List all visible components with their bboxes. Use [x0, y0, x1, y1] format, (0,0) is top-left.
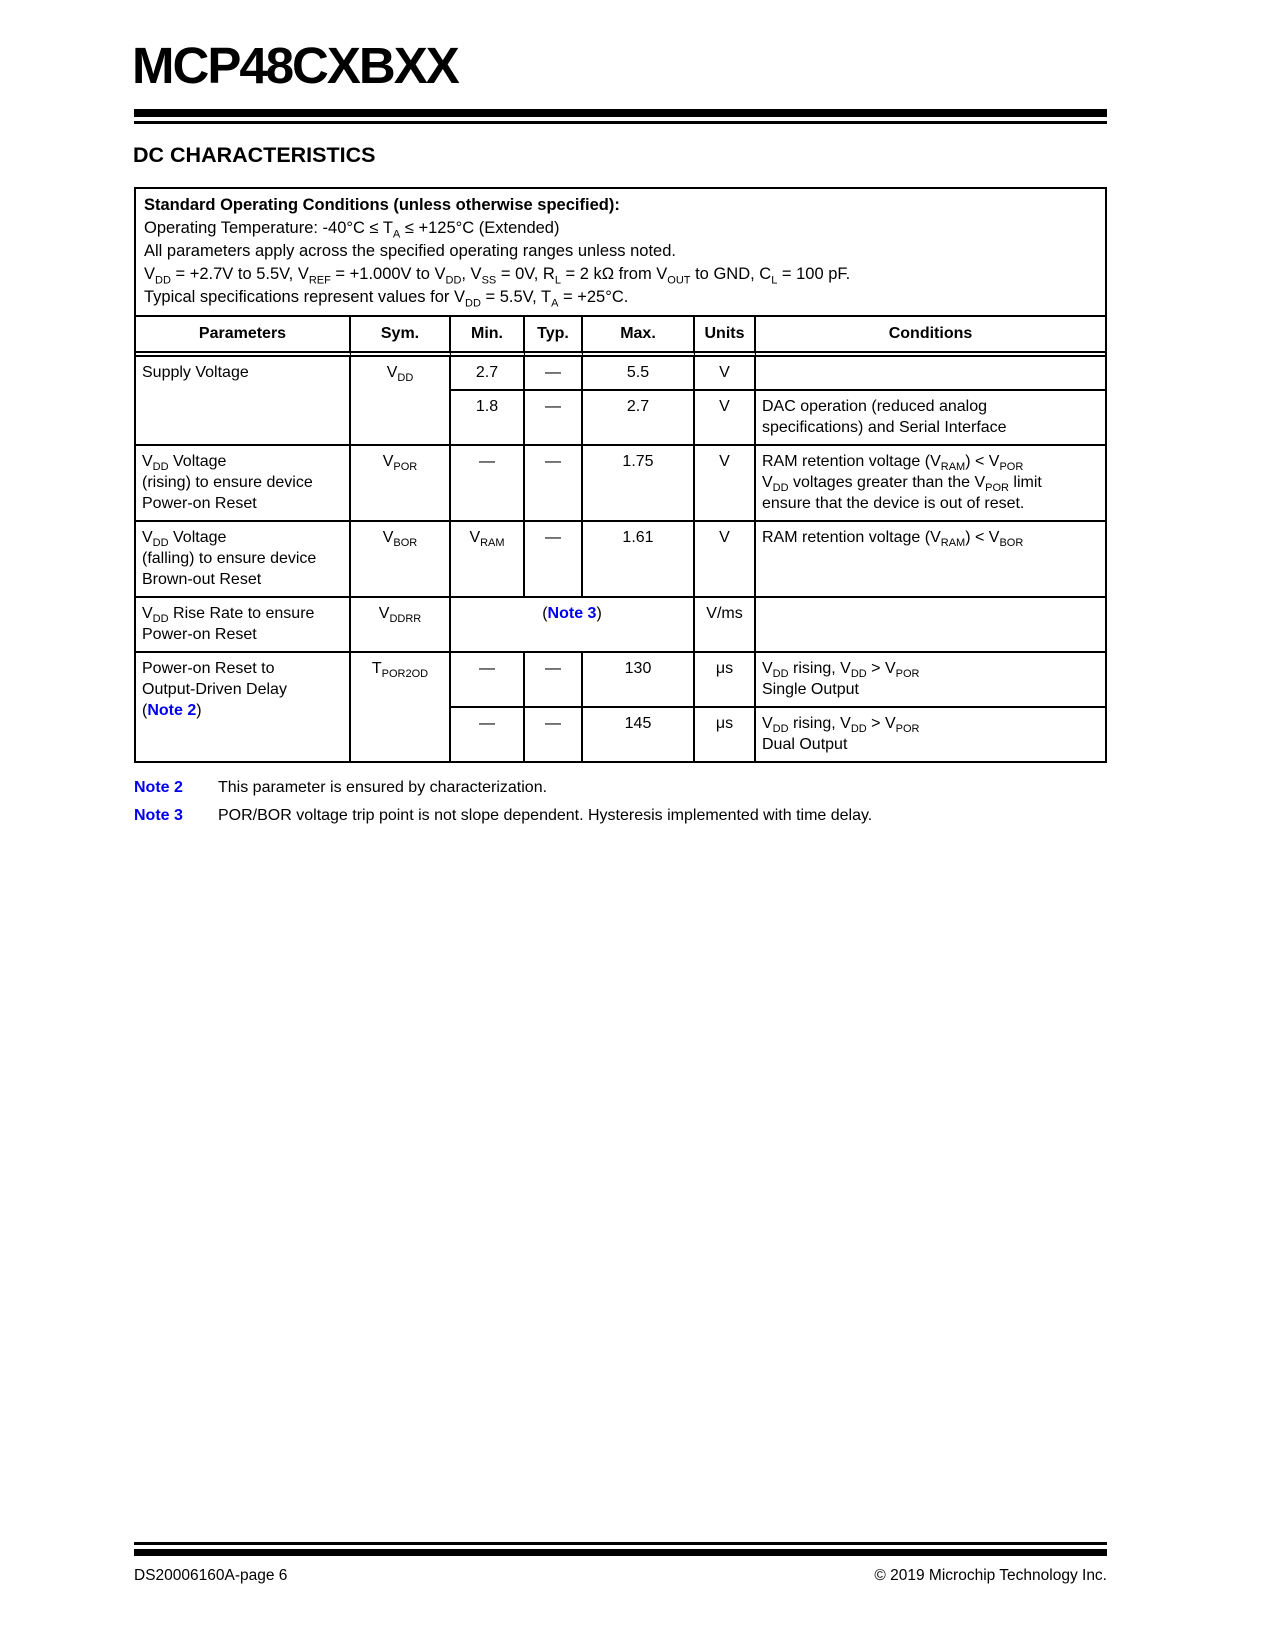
- cell-vbor-sym: VBOR: [351, 522, 451, 598]
- note-item: Note 2 This parameter is ensured by char…: [134, 778, 1107, 797]
- main-content: Standard Operating Conditions (unless ot…: [134, 187, 1107, 834]
- cell-tpor2od2-min: —: [451, 708, 525, 761]
- cell-tpor2od1-cond: VDD rising, VDD > VPOR Single Output: [756, 653, 1105, 708]
- cell-supply-min: 2.7: [451, 357, 525, 391]
- condition-line: Operating Temperature: -40°C ≤ TA ≤ +125…: [144, 219, 560, 241]
- footer-divider-thin-line: [134, 1542, 1107, 1545]
- conditions-heading: Standard Operating Conditions (unless ot…: [144, 196, 620, 214]
- footer-document-number: DS20006160A-page 6: [134, 1567, 288, 1584]
- cell-tpor2od1-typ: —: [525, 653, 583, 708]
- cell-vpor-min: —: [451, 446, 525, 522]
- section-heading: DC CHARACTERISTICS: [133, 143, 376, 167]
- note-text: This parameter is ensured by characteriz…: [218, 779, 548, 796]
- col-header-min: Min.: [451, 317, 525, 357]
- col-header-sym: Sym.: [351, 317, 451, 357]
- cell-tpor2od1-max: 130: [583, 653, 695, 708]
- condition-line: VDD = +2.7V to 5.5V, VREF = +1.000V to V…: [144, 265, 851, 287]
- cell-supply2-cond: DAC operation (reduced analog specificati…: [756, 391, 1105, 446]
- col-header-max: Max.: [583, 317, 695, 357]
- cell-tpor2od2-max: 145: [583, 708, 695, 761]
- cell-supply-cond: [756, 357, 1105, 391]
- col-header-units: Units: [695, 317, 756, 357]
- cell-vbor-param: VDD Voltage (falling) to ensure device Bro…: [136, 522, 351, 598]
- condition-line: Typical specifications represent values …: [144, 288, 629, 310]
- col-header-typ: Typ.: [525, 317, 583, 357]
- page-title: MCP48CXBXX: [132, 37, 460, 94]
- cell-tpor2od-sym: TPOR2OD: [351, 653, 451, 761]
- cell-vddrr-units: V/ms: [695, 598, 756, 653]
- footer-divider-thick-line: [134, 1549, 1107, 1556]
- cell-vddrr-param: VDD Rise Rate to ensure Power-on Reset: [136, 598, 351, 653]
- cell-supply2-typ: —: [525, 391, 583, 446]
- notes-section: Note 2 This parameter is ensured by char…: [134, 778, 1107, 825]
- cell-vbor-min: VRAM: [451, 522, 525, 598]
- title-divider: [134, 109, 1107, 124]
- cell-supply-param: Supply Voltage: [136, 357, 351, 446]
- cell-tpor2od2-typ: —: [525, 708, 583, 761]
- note-link[interactable]: Note 3: [547, 605, 597, 622]
- cell-vpor-param: VDD Voltage (rising) to ensure device Powe…: [136, 446, 351, 522]
- cell-supply2-max: 2.7: [583, 391, 695, 446]
- cell-vpor-typ: —: [525, 446, 583, 522]
- conditions-block: Standard Operating Conditions (unless ot…: [136, 189, 1105, 317]
- footer-copyright: © 2019 Microchip Technology Inc.: [874, 1567, 1107, 1584]
- cell-vpor-cond: RAM retention voltage (VRAM) < VPOR VDD v…: [756, 446, 1105, 522]
- cell-supply2-min: 1.8: [451, 391, 525, 446]
- col-header-conditions: Conditions: [756, 317, 1105, 357]
- cell-supply-units: V: [695, 357, 756, 391]
- footer-divider: [134, 1542, 1107, 1556]
- note-label: Note 2: [134, 779, 183, 796]
- cell-vddrr-sym: VDDRR: [351, 598, 451, 653]
- cell-vbor-max: 1.61: [583, 522, 695, 598]
- cell-supply-max: 5.5: [583, 357, 695, 391]
- cell-vpor-max: 1.75: [583, 446, 695, 522]
- cell-tpor2od2-cond: VDD rising, VDD > VPOR Dual Output: [762, 715, 920, 753]
- condition-line: All parameters apply across the specifie…: [144, 242, 676, 260]
- cell-tpor2od2-units: μs: [695, 708, 756, 761]
- note-text: POR/BOR voltage trip point is not slope …: [218, 807, 873, 824]
- col-header-parameters: Parameters: [136, 317, 351, 357]
- cell-vpor-sym: VPOR: [351, 446, 451, 522]
- title-divider-thick-line: [134, 109, 1107, 117]
- cell-vbor-typ: —: [525, 522, 583, 598]
- cell-tpor2od1-min: —: [451, 653, 525, 708]
- title-divider-thin-line: [134, 121, 1107, 124]
- cell-tpor2od-param: Power-on Reset to Output-Driven Delay (Not…: [136, 653, 351, 761]
- note-item: Note 3 POR/BOR voltage trip point is not…: [134, 806, 1107, 825]
- cell-supply-typ: —: [525, 357, 583, 391]
- cell-vddrr-cond: [756, 598, 1105, 653]
- cell-vbor-cond: RAM retention voltage (VRAM) < VBOR: [756, 522, 1105, 598]
- cell-vbor-units: V: [695, 522, 756, 598]
- note-link[interactable]: Note 2: [147, 702, 197, 719]
- cell-tpor2od1-units: μs: [695, 653, 756, 708]
- cell-supply-sym: VDD: [351, 357, 451, 446]
- cell-vddrr-note-span: (Note 3): [451, 598, 695, 653]
- note-label: Note 3: [134, 807, 183, 824]
- page-footer: DS20006160A-page 6 © 2019 Microchip Tech…: [134, 1566, 1107, 1585]
- cell-vpor-units: V: [695, 446, 756, 522]
- dc-characteristics-table: Standard Operating Conditions (unless ot…: [134, 187, 1107, 763]
- cell-supply2-units: V: [695, 391, 756, 446]
